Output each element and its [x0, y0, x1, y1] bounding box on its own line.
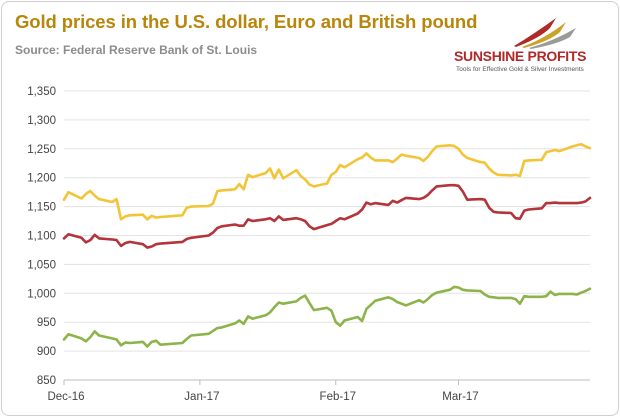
logo-swoosh-icon: [514, 18, 576, 49]
y-tick-label: 1,300: [27, 115, 56, 127]
x-tick-label: Mar-17: [442, 391, 478, 403]
y-axis: 850 900 950 1,000 1,050 1,100 1,150 1,200 1,250 1…: [27, 86, 56, 387]
y-tick-label: 1,100: [27, 231, 56, 243]
sunshine-profits-logo: SUNSHINE PROFITS Tools for Effective Gol…: [454, 16, 604, 78]
series-line-eur: [62, 183, 592, 249]
x-axis: Dec-16 Jan-17 Feb-17 Mar-17: [47, 379, 590, 403]
x-tick-label: Feb-17: [320, 391, 356, 403]
y-tick-label: 850: [37, 375, 56, 387]
y-tick-label: 950: [37, 317, 56, 329]
chart-gridlines: [64, 90, 590, 381]
y-tick-label: 1,150: [27, 202, 56, 214]
series-line-gbp: [62, 285, 592, 348]
y-tick-label: 1,250: [27, 144, 56, 156]
y-tick-label: 1,350: [27, 86, 56, 98]
y-tick-label: 1,000: [27, 288, 56, 300]
series-line-usd: [62, 142, 592, 221]
x-tick-label: Jan-17: [184, 391, 219, 403]
chart-title: Gold prices in the U.S. dollar, Euro and…: [15, 11, 478, 32]
logo-tagline: Tools for Effective Gold & Silver Invest…: [456, 66, 584, 73]
chart-source: Source: Federal Reserve Bank of St. Loui…: [15, 43, 258, 57]
y-tick-label: 1,050: [27, 259, 56, 271]
y-tick-label: 1,200: [27, 173, 56, 185]
logo-name: SUNSHINE PROFITS: [454, 48, 587, 64]
chart-series: [62, 142, 592, 348]
x-tick-label: Dec-16: [47, 391, 84, 403]
y-tick-label: 900: [37, 346, 56, 358]
